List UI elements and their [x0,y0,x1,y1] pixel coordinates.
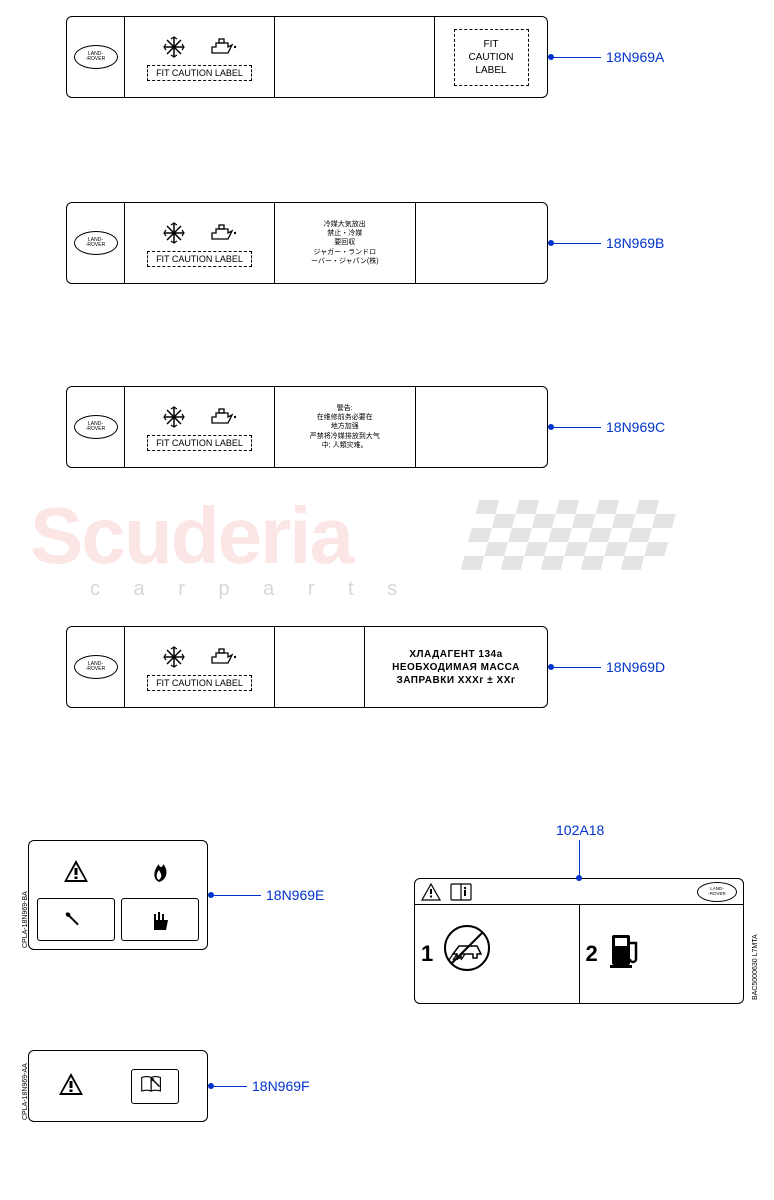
hand-icon [121,898,199,941]
label-d: LAND--ROVER FIT CAUTION LABEL ХЛАДАГЕНТ … [66,626,548,708]
label-c: LAND--ROVER FIT CAUTION LABEL 警告: 在维修前务必… [66,386,548,468]
logo-cell: LAND- -ROVER [67,17,125,97]
callout-fuel[interactable]: 102A18 [556,822,604,838]
japanese-text: 冷媒大気放出 禁止・冷媒 要回収 ジャガー・ランドロ ーバー・ジャパン(株) [275,203,416,283]
land-rover-logo: LAND--ROVER [74,655,118,679]
land-rover-logo: LAND- -ROVER [74,45,118,69]
callout-a[interactable]: 18N969A [606,49,664,65]
callout-e[interactable]: 18N969E [266,887,324,903]
label-e [28,840,208,950]
oilcan-icon [208,35,238,59]
callout-c[interactable]: 18N969C [606,419,665,435]
label-a: LAND- -ROVER FIT CAUTION LABEL FIT CAUTI… [66,16,548,98]
fit-caution-label: FIT CAUTION LABEL [147,435,252,451]
russian-text: ХЛАДАГЕНТ 134a НЕОБХОДИМАЯ МАССА ЗАПРАВК… [365,627,547,707]
icons-cell: FIT CAUTION LABEL [125,387,275,467]
warning-triangle-icon [37,849,115,892]
fit-caution-label: FIT CAUTION LABEL [147,675,252,691]
fuel-side-text: BAC5000630 L7MTA [752,934,759,1000]
flame-icon [121,849,199,892]
snowflake-icon [162,221,186,245]
land-rover-logo: LAND--ROVER [74,415,118,439]
snowflake-icon [162,35,186,59]
empty-cell [416,387,548,467]
watermark-sub: c a r p a r t s [90,578,411,601]
snowflake-icon [162,645,186,669]
callout-b[interactable]: 18N969B [606,235,664,251]
watermark: Scuderia [30,490,352,582]
warning-triangle-icon [57,1071,91,1101]
icons-cell: FIT CAUTION LABEL [125,17,275,97]
oilcan-icon [208,645,238,669]
fuel-top-bar: LAND--ROVER [415,879,743,905]
fuel-pump-icon [608,929,648,979]
fuel-cell-1: 1 [415,905,580,1003]
label-f [28,1050,208,1122]
part-number-e: CPLA-18N969-BA [22,891,29,948]
no-tow-icon [443,924,503,984]
leader-line-v [579,840,580,878]
logo-cell: LAND--ROVER [67,203,125,283]
logo-cell: LAND--ROVER [67,387,125,467]
icons-cell: FIT CAUTION LABEL [125,627,275,707]
empty-cell [416,203,548,283]
fit-caution-label: FIT CAUTION LABEL [147,251,252,267]
fit-caution-label: FIT CAUTION LABEL [147,65,252,81]
leader-line [551,427,601,428]
empty-cell [275,627,365,707]
watermark-checker [461,500,680,570]
fit-caution-big: FIT CAUTION LABEL [454,29,529,86]
empty-cell [275,17,435,97]
leader-line [551,243,601,244]
leader-line [211,1086,247,1087]
logo-cell: LAND--ROVER [67,627,125,707]
fuel-cell-2: 2 [580,905,744,1003]
snowflake-icon [162,405,186,429]
info-book-icon [449,882,473,902]
label-b: LAND--ROVER FIT CAUTION LABEL 冷媒大気放出 禁止・… [66,202,548,284]
label-fuel: LAND--ROVER 1 2 [414,878,744,1004]
oilcan-icon [208,221,238,245]
wrench-book-icon [131,1069,179,1104]
callout-d[interactable]: 18N969D [606,659,665,675]
land-rover-logo: LAND--ROVER [74,231,118,255]
chinese-text: 警告: 在维修前务必要在 地方加强 严禁将冷媒排放到大气 中; 人類灾难。 [275,387,416,467]
oilcan-icon [208,405,238,429]
callout-f[interactable]: 18N969F [252,1078,310,1094]
leader-line [551,57,601,58]
warning-triangle-outline-icon [421,883,441,901]
fit-caution-cell: FIT CAUTION LABEL [435,17,547,97]
part-number-f: CPLA-18N969-AA [22,1063,29,1120]
land-rover-logo: LAND--ROVER [697,882,737,902]
icons-cell: FIT CAUTION LABEL [125,203,275,283]
leader-line [211,895,261,896]
wrench-book-icon [37,898,115,941]
leader-line [551,667,601,668]
number-1: 1 [421,941,433,967]
logo-text-2: -ROVER [86,57,105,62]
number-2: 2 [586,941,598,967]
